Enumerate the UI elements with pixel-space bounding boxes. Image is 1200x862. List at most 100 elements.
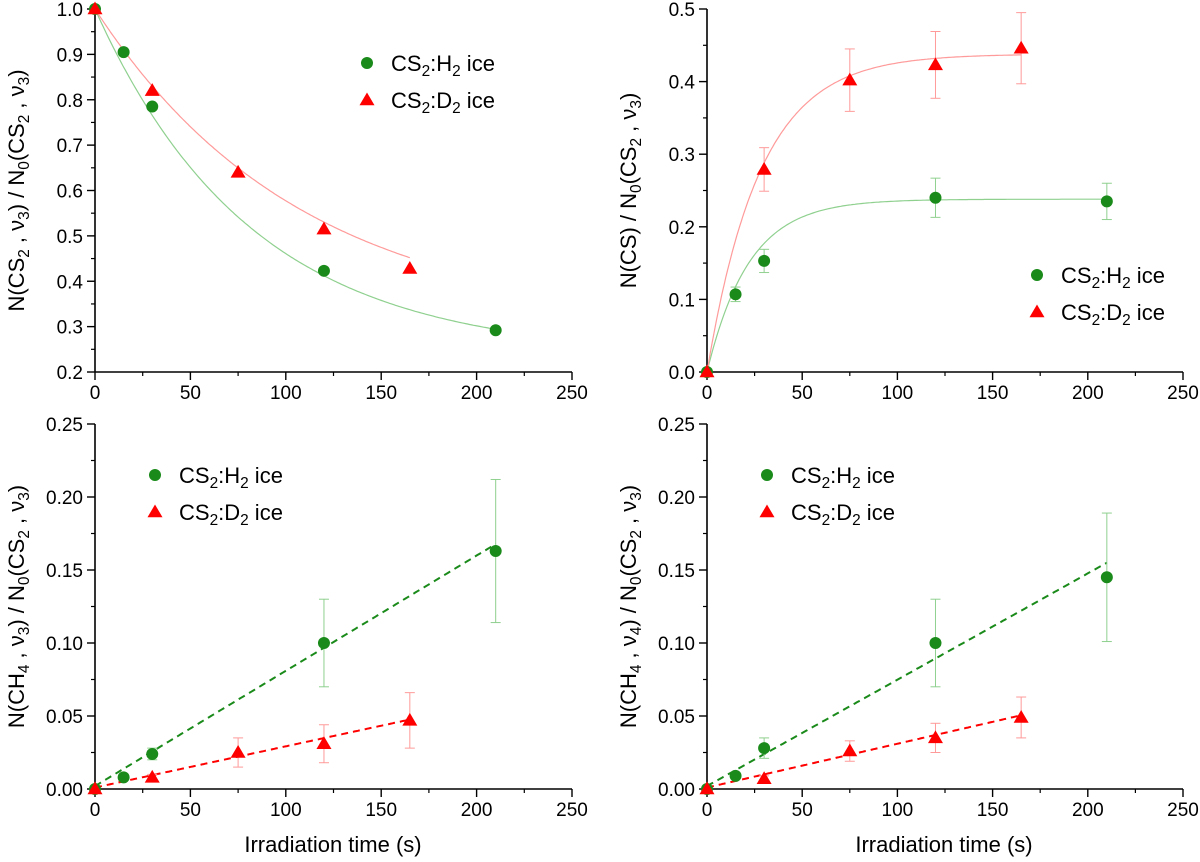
x-tick-label: 50	[180, 383, 201, 404]
y-axis-title: N(CS2 , ν3) / N0(CS2 , ν3)	[4, 69, 33, 311]
y-tick-label: 0.9	[57, 45, 83, 66]
h2-fit-curve	[94, 8, 496, 330]
y-tick-label: 0.3	[57, 318, 83, 339]
y-tick-label: 0.8	[57, 91, 83, 112]
y-tick-label: 0.2	[669, 218, 695, 239]
data-point	[929, 637, 942, 649]
data-point	[117, 771, 130, 784]
legend-label: CS2:H2 ice	[179, 463, 283, 492]
d2-fit-line	[706, 714, 1022, 789]
y-tick-label: 0.00	[658, 780, 695, 801]
legend-label: CS2:D2 ice	[1061, 300, 1165, 329]
y-tick-label: 1.0	[57, 0, 83, 21]
y-tick-label: 0.3	[669, 145, 695, 166]
y-tick-label: 0.15	[658, 561, 695, 582]
legend-label: CS2:D2 ice	[791, 500, 895, 529]
d2-fit-curve	[94, 8, 410, 259]
data-point	[230, 745, 246, 758]
data-point	[87, 1, 103, 15]
legend-marker	[149, 469, 161, 481]
data-point	[317, 264, 330, 277]
fit-curves	[706, 54, 1107, 373]
y-tick-label: 0.20	[658, 488, 695, 509]
chart-panel-top-right: 0 50 100 150 200 250 0.0 0.1 0.2 0.3 0.4 0.5 N(CS) /…	[616, 0, 1199, 404]
x-tick-label: 250	[556, 383, 588, 404]
data-point	[927, 57, 943, 71]
legend-marker	[1031, 269, 1043, 281]
data-point	[1100, 571, 1113, 584]
data-point	[729, 769, 742, 782]
legend: CS2:H2 ice CS2:D2 ice	[759, 463, 895, 529]
x-tick-label: 0	[90, 383, 101, 404]
y-tick-label: 0.25	[658, 415, 695, 436]
x-tick-label: 250	[1167, 383, 1199, 404]
data-point	[1100, 195, 1113, 208]
x-tick-label: 150	[977, 383, 1009, 404]
legend-marker	[361, 57, 373, 69]
y-tick-label: 0.05	[658, 707, 695, 728]
x-tick-label: 200	[461, 800, 493, 821]
h2-series	[701, 177, 1113, 378]
y-tick-label: 0.10	[46, 634, 83, 655]
y-tick-label: 0.25	[46, 415, 83, 436]
h2-series	[89, 478, 502, 795]
data-point	[1013, 40, 1029, 54]
d2-series	[699, 12, 1029, 378]
x-tick-label: 100	[270, 383, 302, 404]
legend-marker	[1029, 304, 1045, 318]
h2-fit-line	[706, 561, 1108, 787]
y-tick-label: 0.05	[46, 707, 83, 728]
d2-fit-curve	[706, 54, 1022, 373]
data-point	[729, 288, 742, 301]
x-axis-title-left: Irradiation time (s)	[244, 832, 421, 857]
y-tick-label: 0.10	[658, 634, 695, 655]
legend-label: CS2:D2 ice	[391, 88, 495, 117]
x-tick-label: 50	[792, 800, 813, 821]
x-tick-label: 0	[702, 800, 713, 821]
x-tick-label: 150	[977, 800, 1009, 821]
y-tick-label: 0.2	[57, 363, 83, 384]
legend-marker	[147, 504, 163, 518]
data-point	[402, 261, 418, 274]
fit-curves	[94, 8, 496, 330]
data-point	[758, 254, 771, 267]
x-tick-label: 100	[882, 800, 914, 821]
data-point	[842, 743, 858, 757]
x-tick-label: 100	[882, 383, 914, 404]
h2-fit-line	[94, 543, 497, 787]
y-axis-title: N(CS) / N0(CS2 , ν3)	[616, 93, 645, 289]
data-point	[316, 736, 332, 749]
data-point	[758, 742, 771, 755]
data-point	[87, 781, 103, 795]
data-point	[489, 324, 502, 337]
h2-fit-curve	[706, 198, 1107, 373]
y-tick-label: 0.5	[669, 0, 695, 21]
y-tick-label: 0.7	[57, 136, 83, 157]
legend-marker	[759, 504, 775, 518]
data-point	[117, 46, 130, 59]
x-tick-label: 250	[556, 800, 588, 821]
y-tick-label: 0.6	[57, 182, 83, 203]
x-tick-label: 200	[1072, 800, 1104, 821]
data-point	[144, 83, 160, 96]
y-tick-label: 0.1	[669, 290, 695, 311]
data-point	[842, 72, 858, 86]
x-tick-label: 0	[90, 800, 101, 821]
data-point	[146, 747, 159, 760]
y-tick-label: 0.00	[46, 780, 83, 801]
legend-marker	[761, 469, 773, 481]
data-point	[927, 730, 943, 744]
legend: CS2:H2 ice CS2:D2 ice	[359, 51, 495, 117]
legend-label: CS2:H2 ice	[791, 463, 895, 492]
x-axis-title-right: Irradiation time (s)	[855, 832, 1032, 857]
y-tick-label: 0.15	[46, 561, 83, 582]
data-point	[144, 769, 160, 783]
data-point	[756, 161, 772, 175]
data-point	[699, 364, 715, 378]
d2-series	[699, 696, 1029, 795]
x-tick-label: 0	[702, 383, 713, 404]
x-tick-label: 100	[270, 800, 302, 821]
x-tick-label: 200	[1072, 383, 1104, 404]
data-point	[699, 781, 715, 795]
